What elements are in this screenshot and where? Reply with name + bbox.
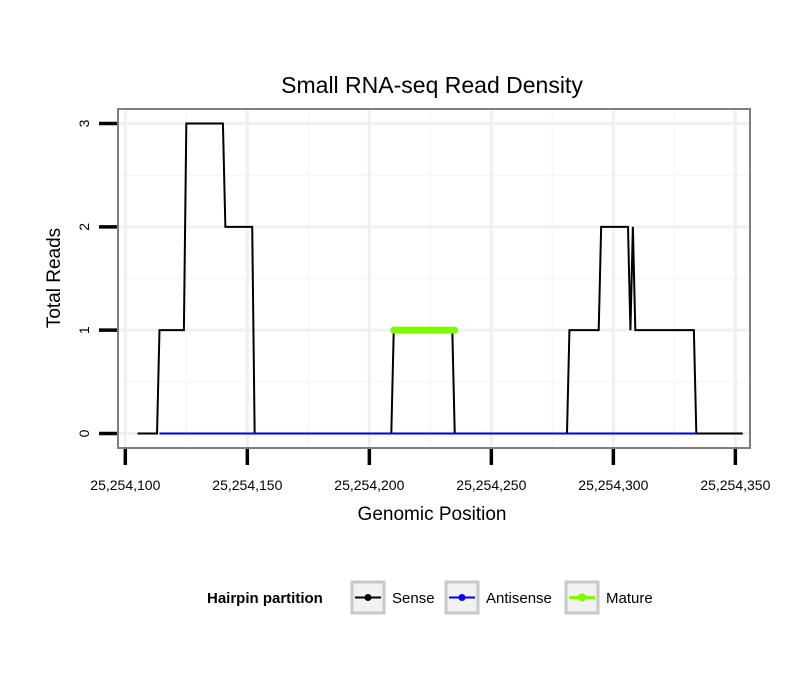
legend: Hairpin partition Sense Antisense Mature	[207, 580, 653, 615]
legend-point-antisense	[458, 594, 466, 601]
y-tick-label: 0	[76, 429, 92, 437]
legend-item-antisense: Antisense	[444, 580, 552, 615]
x-axis: 25,254,100 25,254,150 25,254,200 25,254,250…	[90, 449, 771, 493]
legend-item-mature: Mature	[564, 580, 653, 615]
x-axis-title: Genomic Position	[358, 504, 507, 525]
legend-label-antisense: Antisense	[486, 590, 552, 607]
y-tick-label: 1	[76, 326, 92, 334]
chart-title: Small RNA-seq Read Density	[281, 72, 583, 98]
x-tick-label: 25,254,250	[456, 477, 526, 493]
legend-item-sense: Sense	[350, 580, 435, 615]
legend-title: Hairpin partition	[207, 590, 323, 607]
plot-border	[117, 108, 751, 449]
x-tick-label: 25,254,150	[212, 477, 282, 493]
legend-items: Sense Antisense Mature	[350, 580, 653, 615]
legend-point-sense	[364, 594, 372, 601]
y-axis: 0 1 2 3	[76, 119, 117, 437]
x-tick-label: 25,254,350	[700, 477, 770, 493]
legend-label-mature: Mature	[606, 590, 653, 607]
x-tick-label: 25,254,300	[578, 477, 648, 493]
x-tick-label: 25,254,200	[334, 477, 404, 493]
series-lines	[137, 122, 743, 435]
y-tick-label: 2	[76, 223, 92, 231]
y-tick-label: 3	[76, 119, 92, 127]
series-line-sense	[137, 122, 743, 435]
x-tick-label: 25,254,100	[90, 477, 160, 493]
legend-label-sense: Sense	[392, 590, 435, 607]
legend-point-mature	[578, 593, 586, 602]
y-axis-title: Total Reads	[44, 228, 65, 328]
